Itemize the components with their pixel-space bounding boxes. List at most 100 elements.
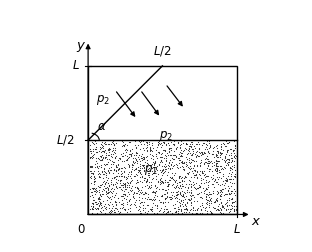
Point — [153, 148, 158, 152]
Point — [93, 139, 98, 143]
Point — [150, 141, 155, 145]
Point — [204, 202, 209, 206]
Point — [129, 188, 134, 192]
Point — [182, 146, 187, 150]
Point — [147, 207, 152, 211]
Point — [134, 185, 139, 190]
Point — [113, 203, 118, 207]
Point — [107, 211, 112, 215]
Point — [109, 202, 114, 206]
Point — [196, 142, 201, 146]
Point — [200, 152, 205, 156]
Point — [193, 168, 197, 172]
Point — [231, 207, 236, 211]
Point — [93, 186, 98, 190]
Point — [136, 168, 141, 172]
Point — [101, 169, 106, 173]
Point — [222, 158, 227, 162]
Point — [166, 200, 171, 204]
Point — [162, 192, 167, 196]
Point — [98, 209, 103, 213]
Point — [202, 207, 207, 211]
Point — [207, 203, 212, 207]
Point — [156, 172, 161, 176]
Point — [214, 146, 219, 150]
Point — [164, 188, 169, 192]
Point — [106, 170, 111, 174]
Point — [149, 197, 154, 201]
Point — [229, 164, 234, 168]
Point — [96, 203, 101, 207]
Point — [191, 173, 196, 177]
Point — [179, 209, 184, 213]
Point — [104, 162, 109, 166]
Point — [228, 168, 233, 172]
Point — [179, 202, 184, 206]
Point — [205, 174, 210, 178]
Point — [128, 149, 133, 153]
Point — [210, 182, 215, 186]
Point — [223, 159, 228, 163]
Point — [201, 189, 206, 193]
Point — [176, 158, 181, 162]
Point — [95, 161, 100, 165]
Point — [226, 174, 231, 178]
Point — [186, 158, 191, 162]
Point — [180, 194, 185, 198]
Point — [148, 208, 153, 212]
Point — [168, 167, 173, 171]
Point — [113, 164, 118, 168]
Point — [188, 167, 193, 171]
Point — [148, 145, 153, 149]
Point — [87, 147, 92, 151]
Point — [182, 203, 187, 207]
Point — [99, 142, 104, 146]
Point — [99, 183, 104, 187]
Point — [103, 171, 108, 175]
Point — [179, 176, 184, 180]
Point — [173, 195, 178, 199]
Point — [206, 174, 211, 178]
Point — [89, 151, 94, 155]
Point — [138, 159, 143, 163]
Point — [176, 207, 181, 211]
Point — [122, 159, 127, 163]
Point — [144, 191, 149, 195]
Point — [105, 188, 110, 192]
Point — [223, 139, 228, 143]
Point — [92, 175, 97, 179]
Point — [207, 192, 212, 196]
Point — [116, 209, 121, 213]
Point — [198, 181, 203, 185]
Point — [205, 163, 210, 167]
Point — [160, 187, 165, 191]
Point — [220, 158, 225, 162]
Point — [173, 180, 178, 184]
Point — [224, 159, 229, 163]
Point — [180, 184, 185, 188]
Point — [171, 157, 176, 161]
Point — [142, 155, 147, 159]
Point — [118, 178, 123, 182]
Point — [185, 171, 190, 175]
Point — [161, 200, 166, 204]
Point — [208, 175, 213, 179]
Point — [178, 183, 183, 187]
Point — [181, 190, 186, 194]
Point — [118, 181, 123, 185]
Point — [180, 184, 185, 188]
Point — [186, 210, 191, 214]
Point — [130, 194, 135, 198]
Point — [192, 195, 197, 199]
Point — [218, 211, 223, 215]
Point — [218, 188, 223, 192]
Point — [97, 171, 102, 175]
Point — [155, 180, 160, 184]
Point — [173, 155, 178, 160]
Point — [90, 190, 95, 194]
Point — [157, 141, 162, 145]
Point — [137, 201, 142, 205]
Point — [93, 176, 98, 180]
Point — [148, 149, 153, 153]
Point — [188, 156, 193, 161]
